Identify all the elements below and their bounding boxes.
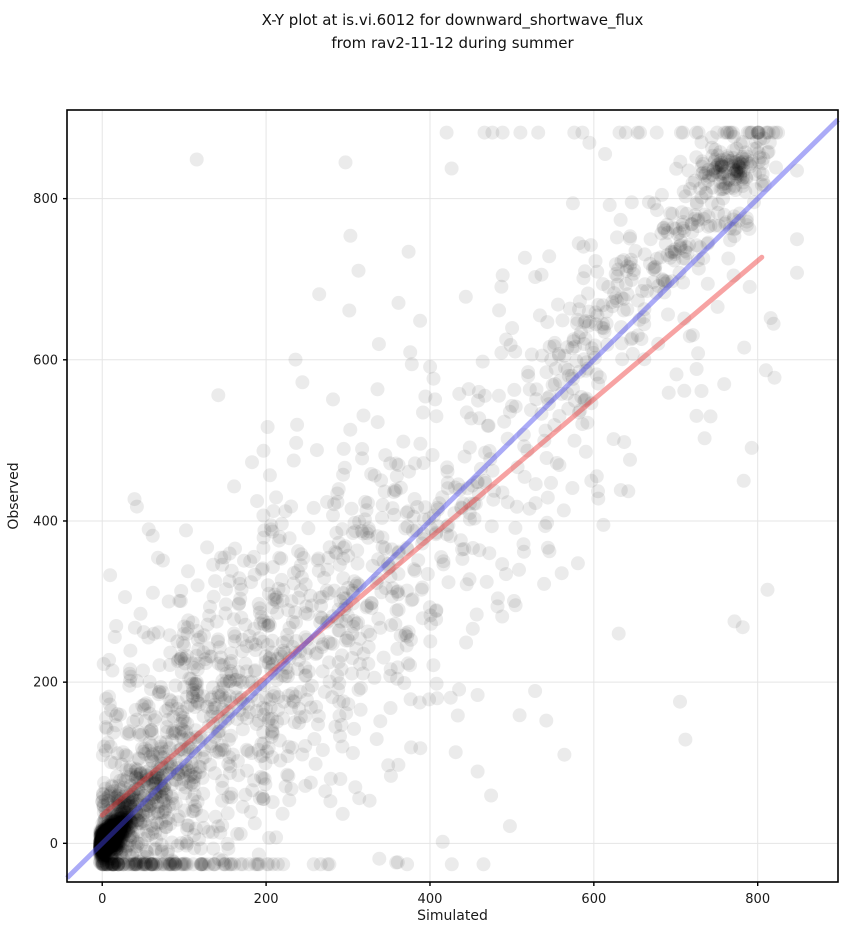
x-axis-label: Simulated bbox=[417, 908, 488, 924]
gridlines bbox=[67, 110, 838, 882]
x-tick-label: 200 bbox=[254, 892, 279, 907]
identity-line bbox=[65, 117, 840, 880]
y-axis-label: Observed bbox=[6, 462, 22, 529]
chart-title-line2: from rav2-11-12 during summer bbox=[331, 34, 574, 52]
plot-frame bbox=[66, 109, 839, 883]
axis-ticks bbox=[63, 197, 759, 886]
y-tick-label: 600 bbox=[33, 353, 58, 368]
x-tick-label: 0 bbox=[98, 892, 106, 907]
x-tick-label: 600 bbox=[581, 892, 606, 907]
x-tick-label: 800 bbox=[745, 892, 770, 907]
chart-title-line1: X-Y plot at is.vi.6012 for downward_shor… bbox=[261, 11, 644, 29]
y-tick-label: 200 bbox=[33, 676, 58, 691]
regression-line bbox=[99, 254, 765, 818]
y-tick-label: 800 bbox=[33, 192, 58, 207]
tick-labels: 0 200 400 600 800 0 200 400 600 800 bbox=[33, 192, 770, 907]
scatter-points bbox=[92, 125, 804, 872]
chart-title: X-Y plot at is.vi.6012 for downward_shor… bbox=[27, 9, 851, 55]
x-tick-label: 400 bbox=[418, 892, 443, 907]
y-tick-label: 0 bbox=[50, 837, 58, 852]
y-tick-label: 400 bbox=[33, 514, 58, 529]
